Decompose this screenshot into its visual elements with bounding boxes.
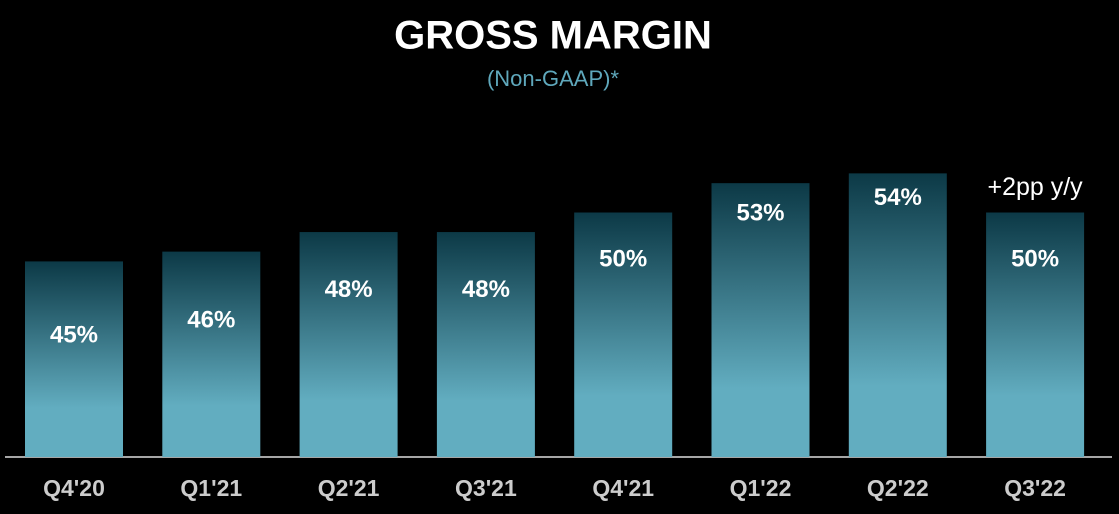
chart-subtitle: (Non-GAAP)*: [487, 66, 619, 91]
value-label: 50%: [1011, 245, 1059, 272]
x-tick-label: Q4'20: [43, 475, 105, 501]
bar: [986, 212, 1085, 457]
x-tick-label: Q3'22: [1004, 475, 1066, 501]
x-tick-label: Q2'22: [867, 475, 929, 501]
x-tick-label: Q3'21: [455, 475, 517, 501]
bar: [299, 232, 398, 457]
value-label: 46%: [187, 306, 235, 333]
bar: [25, 261, 123, 457]
x-tick-label: Q1'22: [730, 475, 792, 501]
bar: [436, 232, 535, 457]
value-label: 45%: [50, 322, 98, 349]
value-label: 54%: [874, 184, 922, 211]
chart-title: GROSS MARGIN: [394, 14, 712, 58]
value-label: 48%: [462, 276, 510, 303]
x-tick-label: Q4'21: [592, 475, 654, 501]
value-label: 50%: [599, 245, 647, 272]
bar: [162, 251, 261, 457]
x-tick-label: Q2'21: [318, 475, 380, 501]
bar: [574, 212, 673, 457]
x-tick-label: Q1'21: [180, 475, 242, 501]
annotation: +2pp y/y: [987, 173, 1083, 201]
value-label: 48%: [325, 276, 373, 303]
bar: [848, 173, 947, 457]
bar: [711, 183, 810, 457]
value-label: 53%: [736, 200, 784, 227]
